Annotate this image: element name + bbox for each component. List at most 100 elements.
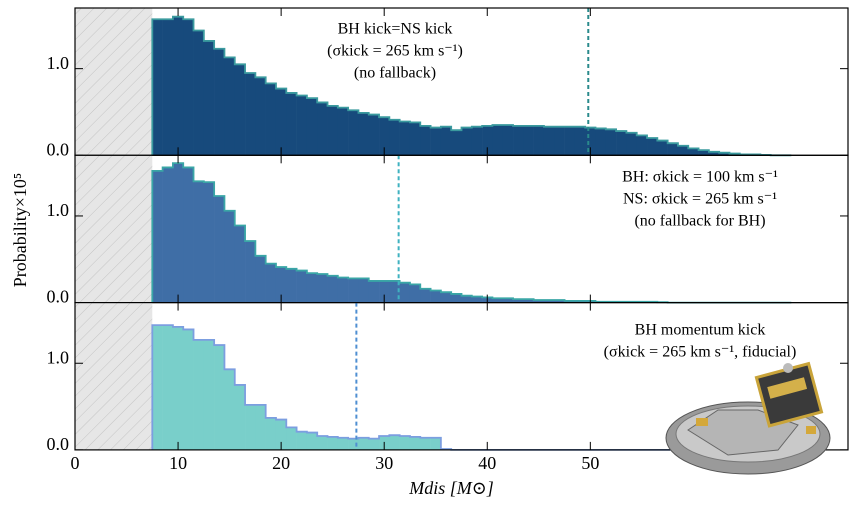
x-tick-label: 30 (375, 453, 393, 473)
histogram-bar (214, 345, 225, 450)
histogram-bar (317, 436, 328, 450)
histogram-bar (585, 127, 596, 156)
plot-frame (74, 302, 849, 451)
histogram-bar (399, 436, 411, 450)
histogram-bar (461, 127, 473, 156)
histogram-bar (183, 167, 194, 303)
histogram-bar (430, 127, 442, 156)
histogram-bar (306, 273, 318, 303)
histogram-bar (595, 128, 607, 156)
histogram-bar (296, 270, 308, 303)
histogram-bar (719, 152, 730, 156)
histogram-bar (482, 125, 493, 156)
histogram-outline (151, 162, 792, 304)
histogram-bar (152, 19, 163, 156)
histogram-bar (368, 280, 380, 303)
histogram-bar (564, 126, 576, 156)
y-tick-label: 1.0 (47, 200, 70, 220)
histogram-bar (172, 326, 184, 450)
histogram-bar (245, 241, 256, 303)
histogram-bar (451, 130, 462, 156)
histogram-bar (471, 296, 483, 303)
histogram-bar (348, 438, 359, 450)
histogram-bar (296, 95, 308, 156)
panel: 0.0 1.0 0 10 20 30 40 50 BH momentum kick (σkick … (47, 302, 849, 498)
histogram-bar (616, 131, 627, 156)
histogram-bar (513, 299, 524, 303)
histogram-bar (183, 19, 194, 156)
histogram-bar (317, 102, 328, 156)
histogram-bar (409, 436, 421, 450)
histogram-bar (162, 19, 174, 156)
annotation: (no fallback) (354, 65, 436, 82)
histogram-bar (420, 288, 431, 303)
histogram-bar (667, 143, 679, 156)
annotation: (no fallback for BH) (634, 213, 765, 230)
histogram-bar (162, 167, 174, 303)
histogram-bar (265, 83, 277, 156)
histogram-bar (698, 150, 710, 156)
annotation: (σkick = 265 km s⁻¹, fiducial) (604, 344, 797, 361)
histogram-bar (523, 125, 534, 156)
histogram-bar (358, 112, 370, 156)
histogram-bar (224, 57, 236, 156)
x-tick-label: 10 (169, 453, 187, 473)
histogram-bar (399, 121, 411, 156)
histogram-bar (234, 225, 246, 303)
y-tick-label: 1.0 (47, 347, 70, 367)
satellite-illustration (665, 361, 831, 475)
histogram-bar (306, 432, 318, 450)
histogram-bar (193, 181, 205, 303)
histogram-bar (502, 298, 514, 303)
x-tick-label: 0 (71, 453, 80, 473)
annotation: BH: σkick = 100 km s⁻¹ (622, 169, 778, 186)
histogram-bar (574, 126, 586, 156)
histogram-bar (265, 417, 277, 450)
histogram-bar (224, 210, 236, 303)
histogram-bar (368, 438, 380, 450)
annotation: (σkick = 265 km s⁻¹) (327, 43, 463, 60)
histogram-bar (409, 122, 421, 156)
histogram-bar (327, 105, 339, 156)
histogram-bar (554, 126, 565, 156)
histogram-bar (389, 435, 400, 450)
histogram-bar (286, 92, 297, 156)
histogram-bar (193, 339, 205, 450)
histogram-bar (275, 419, 287, 450)
histogram-bar (348, 110, 359, 156)
histogram-bar (626, 132, 638, 156)
histogram-bar (327, 275, 339, 303)
histogram-bar (317, 274, 328, 303)
histogram-bar (471, 126, 483, 156)
y-tick-label: 0.0 (47, 434, 70, 454)
histogram-bar (296, 431, 308, 450)
histogram-bar (368, 114, 380, 156)
x-axis-label: Mdis [M⊙] (408, 478, 494, 498)
histogram-bar (337, 107, 349, 156)
histogram-bar (502, 124, 514, 156)
histogram-bar (337, 277, 349, 303)
histogram-bar (492, 124, 504, 156)
histogram-bar (152, 325, 163, 450)
histogram-outline (151, 15, 792, 157)
histogram-bar (451, 293, 462, 303)
histogram-bar (193, 30, 205, 156)
histogram-bar (513, 125, 524, 156)
histogram-bar (440, 126, 452, 156)
histogram-bar (420, 125, 431, 156)
annotation: NS: σkick = 265 km s⁻¹ (623, 191, 777, 208)
histogram-bar (348, 278, 359, 303)
histogram-bar (203, 40, 215, 156)
histogram-bar (430, 290, 442, 303)
histogram-bar (255, 404, 266, 450)
x-tick-label: 20 (272, 453, 290, 473)
histogram-bar (214, 48, 225, 156)
plots: 0.0 1.0 BH kick=NS kick (σkick = 265 km s⁻¹… (10, 7, 849, 498)
histogram-bar (554, 300, 565, 303)
histogram-bar (358, 278, 370, 303)
histogram-bar (430, 437, 442, 450)
histogram-bar (636, 135, 648, 156)
histogram-bar (461, 295, 473, 303)
excluded-region (75, 155, 153, 303)
